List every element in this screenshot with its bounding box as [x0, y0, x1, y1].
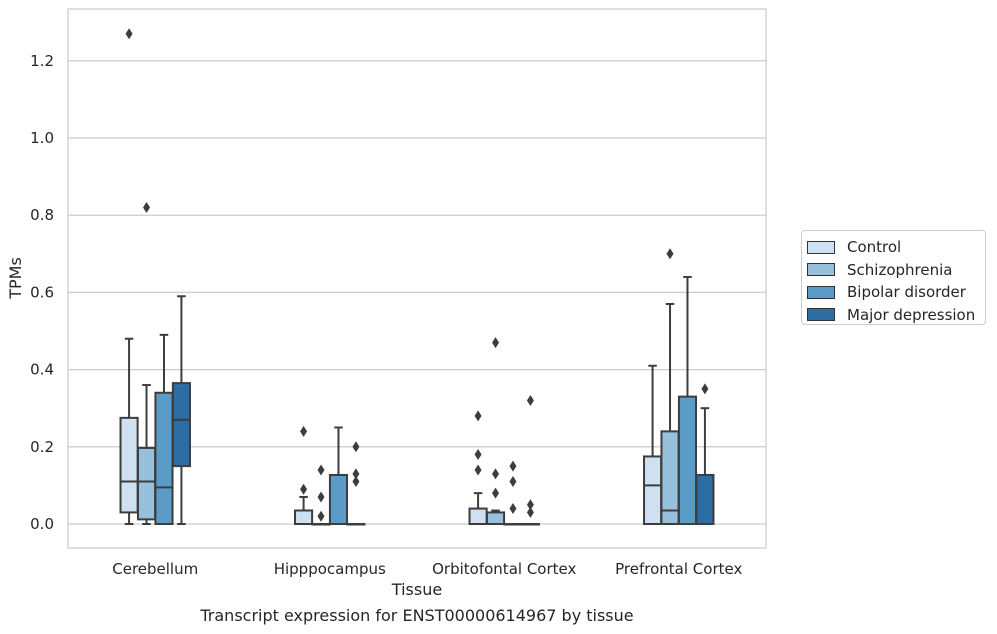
outlier-point	[509, 476, 517, 488]
outlier-point	[509, 460, 517, 472]
outlier-point	[300, 483, 308, 495]
legend-label: Major depression	[847, 305, 976, 324]
outlier-point	[492, 487, 500, 499]
outlier-point	[526, 499, 534, 511]
box-control	[643, 364, 663, 526]
outlier-point	[701, 383, 709, 395]
legend-swatch	[807, 263, 835, 277]
outlier-point	[143, 201, 151, 213]
y-tick-label: 0.4	[30, 361, 54, 379]
legend-item-schizophrenia: Schizophrenia	[807, 259, 985, 282]
outlier-point	[526, 394, 534, 406]
box-schizophrenia	[660, 248, 680, 525]
box-schizophrenia	[485, 337, 506, 525]
x-axis-label: Tissue	[391, 580, 442, 599]
outlier-point	[474, 449, 482, 461]
plot-frame	[67, 8, 767, 549]
outlier-point	[317, 464, 325, 476]
x-tick-label: Orbitofontal Cortex	[432, 560, 576, 578]
outlier-point	[352, 476, 360, 488]
box-major-depression	[171, 295, 191, 525]
plot-boxes	[119, 28, 715, 526]
box-bipolar-disorder	[503, 460, 523, 526]
box-iqr	[695, 473, 715, 525]
box-iqr	[171, 382, 191, 468]
outlier-point	[492, 337, 500, 349]
box-iqr	[119, 416, 139, 514]
outlier-point	[352, 468, 360, 480]
x-tick-label: Prefrontal Cortex	[615, 560, 742, 578]
box-bipolar-disorder	[154, 333, 174, 526]
outlier-point	[352, 441, 360, 453]
box-iqr	[468, 507, 488, 525]
box-control	[468, 410, 488, 525]
x-tick-label: Hipppocampus	[274, 560, 386, 578]
legend-item-bipolar-disorder: Bipolar disorder	[807, 281, 985, 304]
box-bipolar-disorder	[677, 275, 698, 525]
outlier-point	[526, 506, 534, 518]
box-schizophrenia	[311, 464, 331, 526]
box-iqr	[643, 455, 663, 526]
legend-label: Schizophrenia	[847, 260, 953, 279]
y-tick-labels: 0.0 0.2 0.4 0.6 0.8 1.0 1.2	[30, 52, 54, 533]
legend-item-control: Control	[807, 236, 985, 259]
legend-label: Bipolar disorder	[847, 283, 966, 302]
legend-swatch	[807, 308, 835, 322]
box-major-depression	[520, 394, 540, 526]
box-iqr	[154, 391, 174, 526]
y-tick-label: 0.2	[30, 438, 54, 456]
box-major-depression	[346, 441, 366, 526]
y-tick-label: 1.0	[30, 129, 54, 147]
x-tick-labels: Cerebellum Hipppocampus Orbitofontal Corte…	[112, 560, 742, 578]
legend-item-major-depression: Major depression	[807, 304, 985, 327]
box-iqr	[136, 446, 157, 521]
legend-label: Control	[847, 238, 902, 257]
y-tick-label: 1.2	[30, 52, 54, 70]
box-iqr	[294, 509, 314, 525]
box-bipolar-disorder	[328, 426, 349, 525]
box-iqr	[677, 395, 698, 525]
box-control	[119, 28, 139, 525]
outlier-point	[666, 248, 674, 260]
legend-swatch	[807, 285, 835, 299]
box-iqr	[485, 511, 506, 525]
outlier-point	[474, 410, 482, 422]
outlier-point	[300, 425, 308, 437]
y-axis-label: TPMs	[6, 257, 25, 300]
legend: Control Schizophrenia Bipolar disorder M…	[801, 230, 986, 325]
y-tick-label: 0.0	[30, 515, 54, 533]
box-control	[294, 425, 314, 525]
outlier-point	[125, 28, 133, 40]
outlier-point	[317, 491, 325, 503]
x-tick-label: Cerebellum	[112, 560, 198, 578]
outlier-point	[474, 464, 482, 476]
y-tick-label: 0.8	[30, 206, 54, 224]
y-tick-label: 0.6	[30, 283, 54, 301]
chart-caption: Transcript expression for ENST0000061496…	[200, 606, 634, 625]
outlier-point	[509, 503, 517, 515]
outlier-point	[317, 510, 325, 522]
legend-swatch	[807, 240, 835, 254]
box-major-depression	[695, 383, 715, 525]
outlier-point	[492, 468, 500, 480]
box-iqr	[328, 473, 349, 525]
box-schizophrenia	[136, 201, 157, 525]
